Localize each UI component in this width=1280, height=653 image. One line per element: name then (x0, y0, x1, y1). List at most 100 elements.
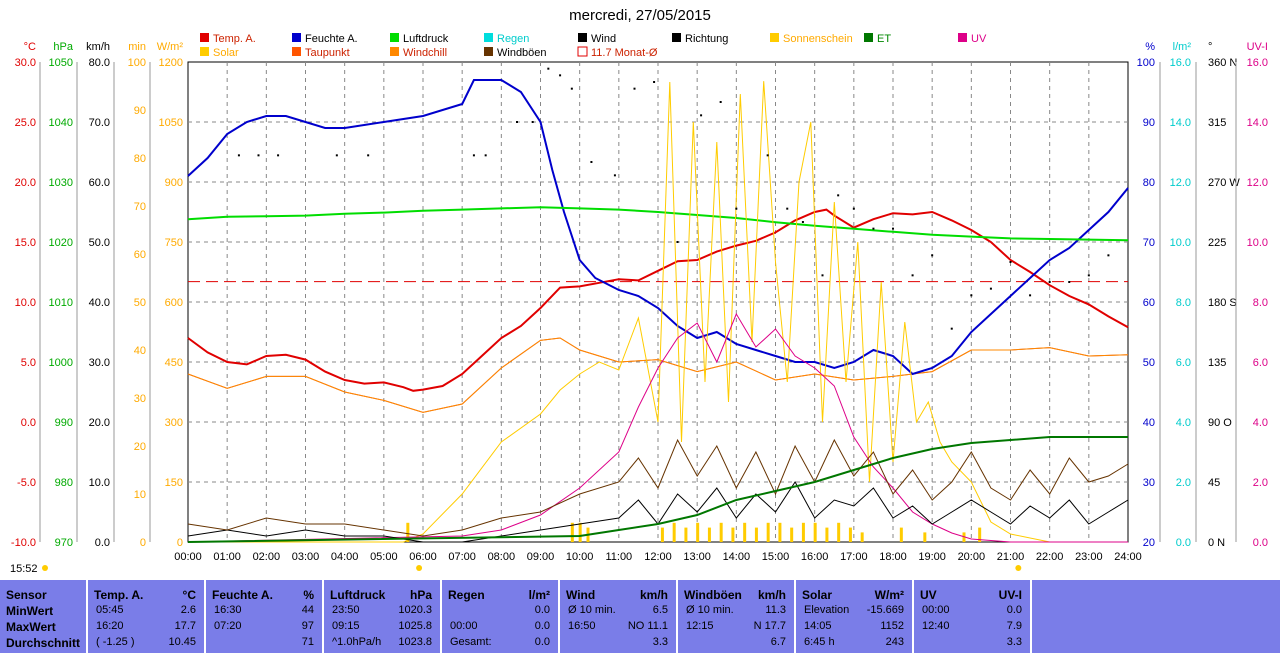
direction-axis-tick: 90 O (1208, 417, 1232, 429)
stat-label: 16:20 (96, 620, 124, 632)
pressure-axis-tick: 1000 (49, 357, 73, 369)
series-temp-a- (187, 208, 1129, 392)
sunshine-bar (860, 532, 864, 542)
time-tick: 13:00 (683, 551, 711, 563)
direction-point (700, 114, 703, 117)
direction-point (970, 294, 973, 297)
uv-axis-unit: UV-I (1247, 41, 1268, 53)
stat-value: 1020.3 (398, 604, 432, 616)
direction-point (989, 287, 992, 290)
rain-axis-unit: l/m² (1173, 41, 1192, 53)
column-header: Solar (802, 588, 833, 602)
direction-point (484, 154, 487, 157)
time-tick: 11:00 (605, 551, 632, 563)
stat-label: 6:45 h (804, 636, 835, 648)
direction-point (931, 254, 934, 257)
legend-swatch (484, 33, 493, 42)
rain-axis-tick: 16.0 (1170, 57, 1191, 69)
time-tick: 01:00 (213, 551, 241, 563)
sunshine-bar (743, 522, 747, 542)
legend-label: 11.7 Monat-Ø (591, 47, 658, 59)
direction-axis-tick: 225 (1208, 237, 1226, 249)
sunmin-axis-tick: 0 (140, 537, 146, 549)
direction-point (735, 207, 738, 210)
direction-point (1029, 294, 1032, 297)
series-luftdruck (187, 206, 1129, 242)
sunshine-bar (684, 527, 688, 542)
uv-axis-tick: 14.0 (1247, 117, 1268, 129)
temp-axis-unit: °C (24, 41, 36, 53)
legend-label: Taupunkt (305, 47, 350, 59)
sunmin-axis-tick: 30 (134, 393, 146, 405)
column-unit: hPa (409, 588, 432, 602)
time-tick: 14:00 (723, 551, 751, 563)
stats-column: Windböen km/h Ø 10 min. 11.3 12:15 N 17.7 6.7 (678, 580, 796, 653)
direction-point (872, 227, 875, 230)
wind-axis-tick: 30.0 (89, 357, 110, 369)
legend-swatch (864, 33, 873, 42)
rain-axis-tick: 14.0 (1170, 117, 1191, 129)
time-tick: 02:00 (253, 551, 281, 563)
direction-axis-tick: 180 S (1208, 297, 1237, 309)
legend-swatch (390, 33, 399, 42)
legend-label: Temp. A. (213, 33, 256, 45)
wind-axis-tick: 60.0 (89, 177, 110, 189)
sunshine-bar (848, 527, 852, 542)
stat-label: ( -1.25 ) (96, 636, 135, 648)
sunshine-bar (899, 527, 903, 542)
wind-axis-tick: 50.0 (89, 237, 110, 249)
solar-axis-tick: 1200 (159, 57, 183, 69)
column-unit: km/h (639, 588, 668, 602)
humidity-axis-tick: 100 (1137, 57, 1155, 69)
legend-label: Sonnenschein (783, 33, 853, 45)
time-tick: 05:00 (370, 551, 398, 563)
series-windchill (187, 337, 1129, 413)
stats-column: Temp. A. °C 05:45 2.6 16:20 17.7 ( -1.25 ) 10.4… (88, 580, 206, 653)
time-tick: 16:00 (801, 551, 829, 563)
rain-axis-tick: 4.0 (1176, 417, 1191, 429)
pressure-axis-tick: 1040 (49, 117, 73, 129)
stats-column: Solar W/m² Elevation -15.669 14:05 1152 6:45 h… (796, 580, 914, 653)
legend-swatch (390, 47, 399, 56)
column-unit: W/m² (874, 588, 904, 602)
sunshine-bar (660, 527, 664, 542)
sunmin-axis-tick: 10 (134, 489, 146, 501)
sunshine-bar (813, 522, 817, 542)
direction-axis-tick: 270 W (1208, 177, 1240, 189)
temp-axis-tick: 25.0 (15, 117, 36, 129)
grid (187, 61, 1129, 543)
time-tick: 07:00 (448, 551, 476, 563)
stat-value: 7.9 (1006, 620, 1022, 632)
sunshine-bar (766, 522, 770, 542)
stat-value: 6.7 (770, 636, 786, 648)
sunshine-bar (923, 532, 927, 542)
time-tick: 00:00 (174, 551, 202, 563)
stat-value: 1023.8 (398, 636, 432, 648)
sunshine-bar (837, 522, 841, 542)
stat-value: NO 11.1 (627, 620, 668, 632)
column-unit: UV-I (998, 588, 1022, 602)
direction-point (547, 67, 550, 70)
legend-swatch (672, 33, 681, 42)
column-unit: % (303, 588, 314, 602)
time-tick: 18:00 (879, 551, 907, 563)
legend-label: UV (971, 33, 987, 45)
pressure-axis-tick: 1020 (49, 237, 73, 249)
column-header: UV (920, 588, 937, 602)
sunshine-bar (978, 527, 982, 542)
stat-value: 243 (885, 636, 904, 648)
legend-swatch (200, 33, 209, 42)
stat-label: 07:20 (214, 620, 242, 632)
sunmin-axis-tick: 100 (128, 57, 146, 69)
solar-axis-tick: 900 (165, 177, 183, 189)
direction-axis-unit: ° (1208, 41, 1212, 53)
direction-point (1048, 281, 1051, 283)
direction-point (1087, 274, 1090, 277)
direction-point (837, 194, 840, 197)
direction-axis-tick: 45 (1208, 477, 1220, 489)
stat-label: Ø 10 min. (686, 604, 734, 616)
stat-label: 05:45 (96, 604, 124, 616)
row-label: MinWert (6, 604, 54, 618)
direction-axis-tick: 315 (1208, 117, 1226, 129)
direction-axis-tick: 0 N (1208, 537, 1225, 549)
